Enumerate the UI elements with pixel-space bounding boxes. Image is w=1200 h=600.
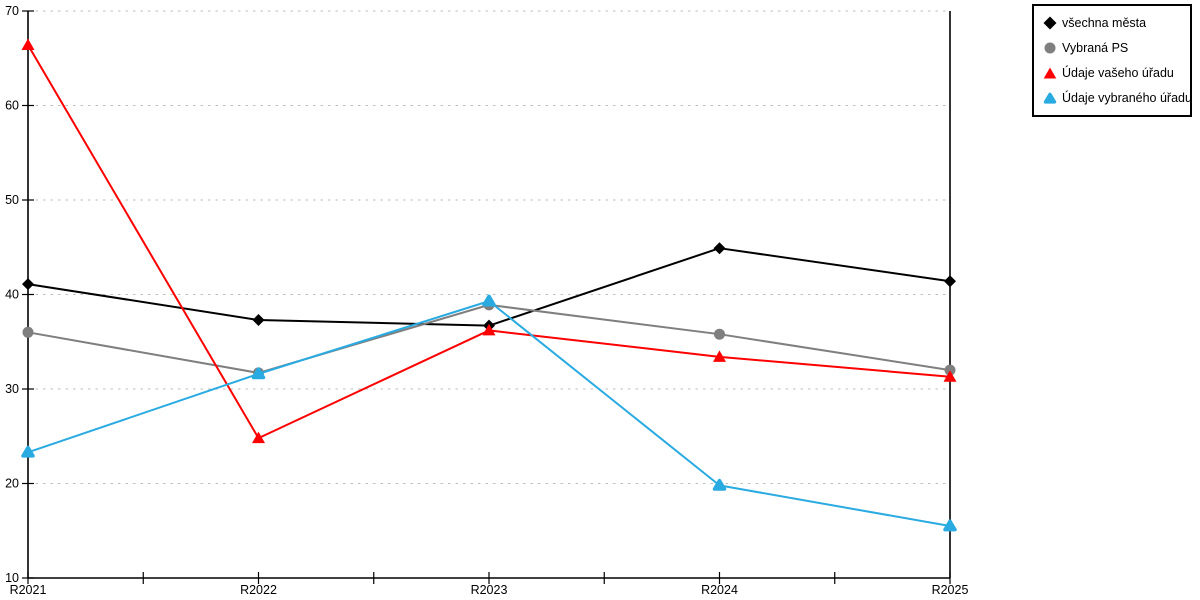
legend-item: Údaje vašeho úřadu	[1043, 63, 1190, 83]
legend-box: všechna města Vybraná PS Údaje vašeho úřad…	[1032, 4, 1192, 117]
legend-item: Údaje vybraného úřadu	[1043, 88, 1192, 108]
legend-triangle-icon	[1043, 67, 1057, 79]
legend-circle-icon	[1044, 42, 1056, 54]
data-point-marker-diamond	[22, 278, 34, 291]
data-point-marker-triangle	[21, 38, 35, 51]
legend-marker-shape	[1043, 16, 1057, 30]
x-axis-label: R2022	[240, 583, 277, 597]
legend-item-label: Údaje vašeho úřadu	[1062, 66, 1174, 81]
legend-triangle-rounded-icon	[1043, 92, 1057, 104]
y-axis-label: 40	[5, 288, 19, 302]
legend-marker-shape	[1043, 67, 1057, 79]
legend-item-label: všechna města	[1062, 15, 1147, 30]
data-point-marker-triangle	[713, 350, 726, 362]
y-axis-label: 10	[5, 571, 19, 585]
series-line	[27, 303, 951, 374]
data-point-marker-diamond	[252, 314, 265, 327]
y-axis-label: 20	[5, 477, 19, 491]
data-point-marker-circle	[944, 364, 956, 376]
data-point-marker-triangle	[252, 431, 265, 444]
data-point-marker-triangle-rounded	[21, 445, 35, 458]
y-axis-label: 30	[5, 382, 19, 396]
data-point-marker-triangle-rounded	[251, 367, 266, 380]
data-point-marker-triangle	[943, 370, 957, 382]
data-point-marker-diamond	[713, 242, 726, 255]
data-point-marker-circle	[22, 326, 34, 338]
legend-diamond-icon	[1043, 16, 1057, 30]
legend-marker-shape	[1043, 92, 1057, 104]
y-axis-label: 50	[5, 193, 19, 207]
series-line	[27, 44, 951, 440]
legend-marker-shape	[1044, 42, 1056, 54]
y-axis-label: 60	[5, 99, 19, 113]
series-line	[27, 247, 951, 327]
data-point-marker-triangle-rounded	[943, 519, 957, 532]
data-point-marker-diamond	[944, 275, 956, 288]
x-axis-label: R2023	[471, 583, 508, 597]
x-axis-label: R2024	[701, 583, 738, 597]
x-axis-label: R2025	[932, 583, 969, 597]
legend-item: všechna města	[1043, 13, 1190, 33]
data-point-marker-triangle-rounded	[482, 294, 496, 307]
data-point-marker-circle	[714, 328, 725, 340]
legend-item-label: Vybraná PS	[1062, 40, 1129, 55]
legend-item: Vybraná PS	[1043, 38, 1190, 58]
data-point-marker-triangle-rounded	[712, 478, 727, 491]
x-axis-label: R2021	[10, 583, 47, 597]
y-axis-label: 70	[5, 4, 19, 18]
data-point-marker-triangle	[482, 323, 496, 336]
legend-item-label: Údaje vybraného úřadu	[1062, 91, 1192, 106]
